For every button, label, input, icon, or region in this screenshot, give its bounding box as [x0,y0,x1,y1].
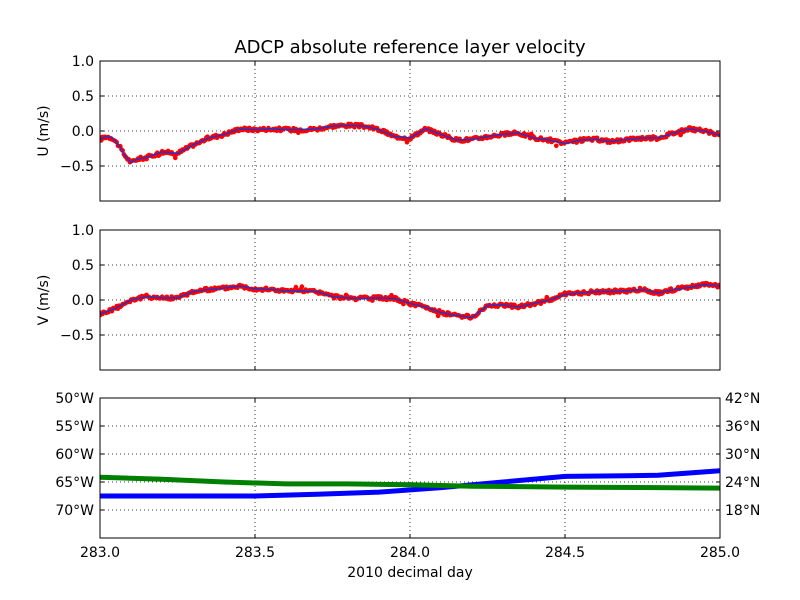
y2-tick-label: 24°N [725,475,760,491]
x-tick-label: 284.5 [545,545,585,561]
x-tick-label: 283.0 [80,545,120,561]
y-tick-label: 0.5 [72,258,94,274]
y-tick-label: 0.0 [72,124,94,140]
y2-tick-label: 30°N [725,447,760,463]
y-tick-label: −0.5 [60,159,94,175]
y2-tick-label: 42°N [725,391,760,407]
v-ylabel: V (m/s) [36,275,52,326]
x-tick-label: 285.0 [700,545,740,561]
plot-area [100,280,720,321]
y-tick-label: 70°W [55,503,94,519]
plot-area [100,121,720,165]
position-panel: 283.0 283.5 284.0 284.5 285.0 70°W 65°W 60°W 55°… [55,391,760,561]
data-point [299,284,305,289]
y-tick-label: −0.5 [60,328,94,344]
smoothed-line [100,124,720,164]
x-tick-label: 284.0 [390,545,430,561]
x-axis-label: 2010 decimal day [347,565,472,581]
plot-area [100,468,720,499]
y-tick-label: 1.0 [72,54,94,70]
chart-title: ADCP absolute reference layer velocity [234,37,586,58]
axes-frame [99,397,721,539]
axes-frame [99,60,721,202]
y2-tick-label: 18°N [725,503,760,519]
latitude-line [100,474,720,491]
y-tick-label: 50°W [55,391,94,407]
data-point [173,155,178,161]
smoothed-line [100,283,720,319]
y-tick-label: 65°W [55,475,94,491]
y-tick-label: 0.0 [72,293,94,309]
x-tick-label: 283.5 [235,545,275,561]
data-point [554,143,559,149]
v-velocity-panel: −0.5 0.0 0.5 1.0 [60,223,721,371]
data-point [401,301,406,307]
data-point [435,313,441,319]
y-tick-label: 0.5 [72,89,94,105]
data-point [293,284,299,290]
u-ylabel: U (m/s) [36,105,52,156]
y-tick-label: 60°W [55,447,94,463]
y-tick-label: 1.0 [72,223,94,239]
y-tick-label: 55°W [55,419,94,435]
longitude-line [100,468,720,499]
axes-frame [99,229,721,371]
y2-tick-label: 36°N [725,419,760,435]
u-velocity-panel: −0.5 0.0 0.5 1.0 [60,54,721,202]
